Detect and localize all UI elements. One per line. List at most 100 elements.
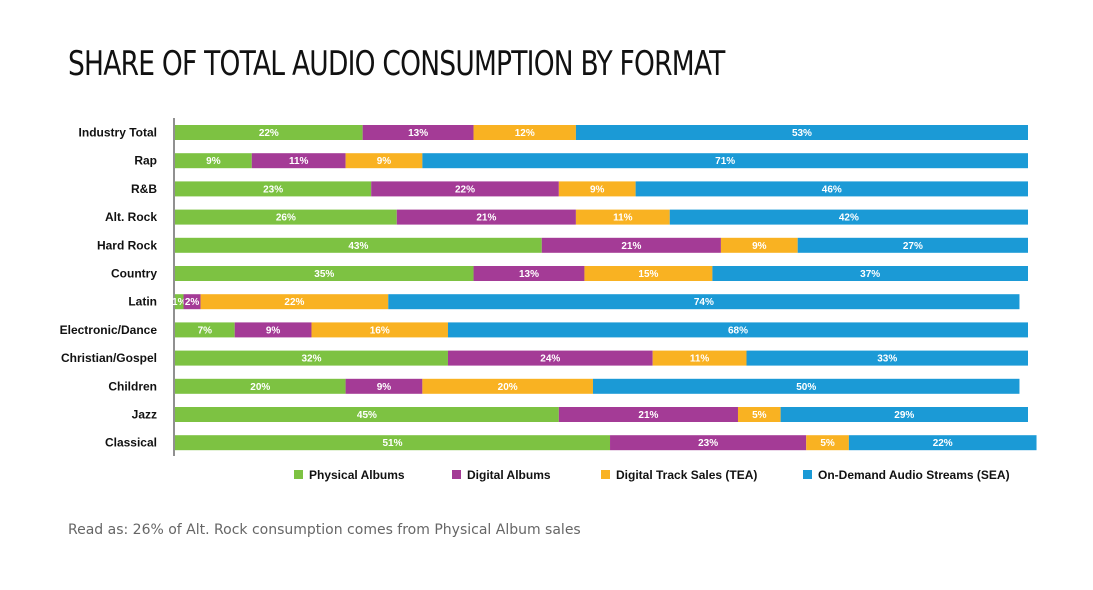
bar-industry-total-digital-track-sales-tea xyxy=(473,125,576,140)
data-label-hard-rock-on-demand-audio-streams-sea: 27% xyxy=(903,241,923,252)
bar-industry-total-physical-albums xyxy=(175,125,363,140)
legend-swatch-digital-track-sales-tea xyxy=(601,470,610,479)
bar-children-digital-albums xyxy=(345,378,423,394)
bar-r-b-digital-track-sales-tea xyxy=(558,181,636,197)
legend-swatch-physical-albums xyxy=(294,470,303,479)
bar-jazz-digital-albums xyxy=(558,407,738,422)
bar-country-physical-albums xyxy=(175,266,474,281)
data-label-jazz-digital-albums: 21% xyxy=(638,410,658,421)
bar-latin-digital-track-sales-tea xyxy=(200,294,389,310)
data-label-children-physical-albums: 20% xyxy=(250,382,270,393)
data-label-jazz-physical-albums: 45% xyxy=(357,410,377,421)
data-label-classical-digital-albums: 23% xyxy=(698,438,718,449)
bar-children-digital-track-sales-tea xyxy=(422,378,593,394)
bar-hard-rock-on-demand-audio-streams-sea xyxy=(797,237,1028,253)
bar-jazz-digital-track-sales-tea xyxy=(737,407,781,422)
data-label-country-on-demand-audio-streams-sea: 37% xyxy=(860,269,880,280)
data-label-children-digital-track-sales-tea: 20% xyxy=(498,382,518,393)
bar-alt-rock-digital-albums xyxy=(396,209,576,225)
chart-title: SHARE OF TOTAL AUDIO CONSUMPTION BY FORM… xyxy=(68,44,725,84)
bar-electronic-dance-physical-albums xyxy=(175,322,235,338)
data-label-r-b-on-demand-audio-streams-sea: 46% xyxy=(822,184,842,195)
legend-label-on-demand-audio-streams-sea: On-Demand Audio Streams (SEA) xyxy=(818,468,1010,482)
data-label-industry-total-on-demand-audio-streams-sea: 53% xyxy=(792,128,812,139)
bar-hard-rock-physical-albums xyxy=(175,237,542,253)
data-label-electronic-dance-on-demand-audio-streams-sea: 68% xyxy=(728,325,748,336)
bar-rap-physical-albums xyxy=(175,153,252,169)
footnote: Read as: 26% of Alt. Rock consumption co… xyxy=(68,522,581,538)
data-label-industry-total-physical-albums: 22% xyxy=(259,128,279,139)
data-label-country-physical-albums: 35% xyxy=(314,269,334,280)
bars: 22% 13% 12% 53% 9% 11% 9% 71% 23% 22% 9% 46% 26% 21% 1… xyxy=(172,125,1037,451)
data-label-children-digital-albums: 9% xyxy=(377,382,392,393)
legend-swatch-on-demand-audio-streams-sea xyxy=(803,470,812,479)
category-label-classical: Classical xyxy=(105,436,157,450)
data-label-children-on-demand-audio-streams-sea: 50% xyxy=(796,382,816,393)
legend-swatch-digital-albums xyxy=(452,470,461,479)
bar-alt-rock-on-demand-audio-streams-sea xyxy=(669,209,1028,225)
bar-jazz-physical-albums xyxy=(175,407,559,422)
data-label-alt-rock-digital-albums: 21% xyxy=(476,213,496,224)
bar-electronic-dance-digital-track-sales-tea xyxy=(311,322,448,338)
legend-label-physical-albums: Physical Albums xyxy=(309,468,405,482)
bar-r-b-physical-albums xyxy=(175,181,372,197)
data-label-christian-gospel-digital-track-sales-tea: 11% xyxy=(690,354,710,365)
data-label-industry-total-digital-albums: 13% xyxy=(408,128,428,139)
data-label-classical-digital-track-sales-tea: 5% xyxy=(820,438,835,449)
bar-children-on-demand-audio-streams-sea xyxy=(592,378,1020,394)
data-label-industry-total-digital-track-sales-tea: 12% xyxy=(515,128,535,139)
bar-industry-total-on-demand-audio-streams-sea xyxy=(575,125,1028,140)
bar-r-b-on-demand-audio-streams-sea xyxy=(635,181,1028,197)
category-labels: Industry Total Rap R&B Alt. Rock Hard Rock Co… xyxy=(60,126,158,450)
data-label-latin-digital-track-sales-tea: 22% xyxy=(284,297,304,308)
category-label-electronic-dance: Electronic/Dance xyxy=(60,323,158,337)
data-label-classical-on-demand-audio-streams-sea: 22% xyxy=(933,438,953,449)
bar-electronic-dance-on-demand-audio-streams-sea xyxy=(447,322,1029,338)
data-label-country-digital-track-sales-tea: 15% xyxy=(638,269,658,280)
bar-classical-digital-albums xyxy=(610,435,807,451)
bar-christian-gospel-physical-albums xyxy=(175,350,448,366)
bar-latin-physical-albums xyxy=(175,294,184,310)
category-label-alt-rock: Alt. Rock xyxy=(105,210,157,224)
bar-christian-gospel-on-demand-audio-streams-sea xyxy=(746,350,1028,366)
data-label-jazz-on-demand-audio-streams-sea: 29% xyxy=(894,410,914,421)
data-label-r-b-digital-albums: 22% xyxy=(455,184,475,195)
category-label-country: Country xyxy=(111,267,157,281)
data-label-latin-physical-albums: 1% xyxy=(172,297,187,308)
data-label-electronic-dance-digital-albums: 9% xyxy=(266,325,281,336)
bar-industry-total-digital-albums xyxy=(362,125,474,140)
category-label-jazz: Jazz xyxy=(132,408,157,422)
bar-rap-on-demand-audio-streams-sea xyxy=(422,153,1028,169)
legend-label-digital-albums: Digital Albums xyxy=(467,468,551,482)
data-label-electronic-dance-digital-track-sales-tea: 16% xyxy=(370,325,390,336)
data-label-rap-digital-track-sales-tea: 9% xyxy=(377,156,392,167)
data-label-christian-gospel-digital-albums: 24% xyxy=(540,354,560,365)
bar-latin-digital-albums xyxy=(183,294,201,310)
bar-hard-rock-digital-albums xyxy=(541,237,721,253)
category-label-latin: Latin xyxy=(128,295,157,309)
bar-rap-digital-track-sales-tea xyxy=(345,153,423,169)
bar-christian-gospel-digital-track-sales-tea xyxy=(652,350,747,366)
bar-electronic-dance-digital-albums xyxy=(234,322,312,338)
bar-classical-physical-albums xyxy=(175,435,611,451)
category-label-r-b: R&B xyxy=(131,182,157,196)
bar-latin-on-demand-audio-streams-sea xyxy=(388,294,1020,310)
data-label-electronic-dance-physical-albums: 7% xyxy=(198,325,213,336)
bar-christian-gospel-digital-albums xyxy=(447,350,653,366)
data-label-r-b-digital-track-sales-tea: 9% xyxy=(590,184,605,195)
category-label-rap: Rap xyxy=(134,154,157,168)
bar-hard-rock-digital-track-sales-tea xyxy=(720,237,798,253)
data-label-alt-rock-physical-albums: 26% xyxy=(276,213,296,224)
bar-alt-rock-physical-albums xyxy=(175,209,397,225)
data-label-alt-rock-on-demand-audio-streams-sea: 42% xyxy=(839,213,859,224)
bar-classical-on-demand-audio-streams-sea xyxy=(848,435,1037,451)
bar-country-on-demand-audio-streams-sea xyxy=(712,266,1028,281)
data-label-jazz-digital-track-sales-tea: 5% xyxy=(752,410,767,421)
data-label-country-digital-albums: 13% xyxy=(519,269,539,280)
data-label-latin-on-demand-audio-streams-sea: 74% xyxy=(694,297,714,308)
legend-label-digital-track-sales-tea: Digital Track Sales (TEA) xyxy=(616,468,757,482)
category-label-industry-total: Industry Total xyxy=(79,126,157,140)
data-label-christian-gospel-on-demand-audio-streams-sea: 33% xyxy=(877,354,897,365)
data-label-alt-rock-digital-track-sales-tea: 11% xyxy=(613,213,633,224)
